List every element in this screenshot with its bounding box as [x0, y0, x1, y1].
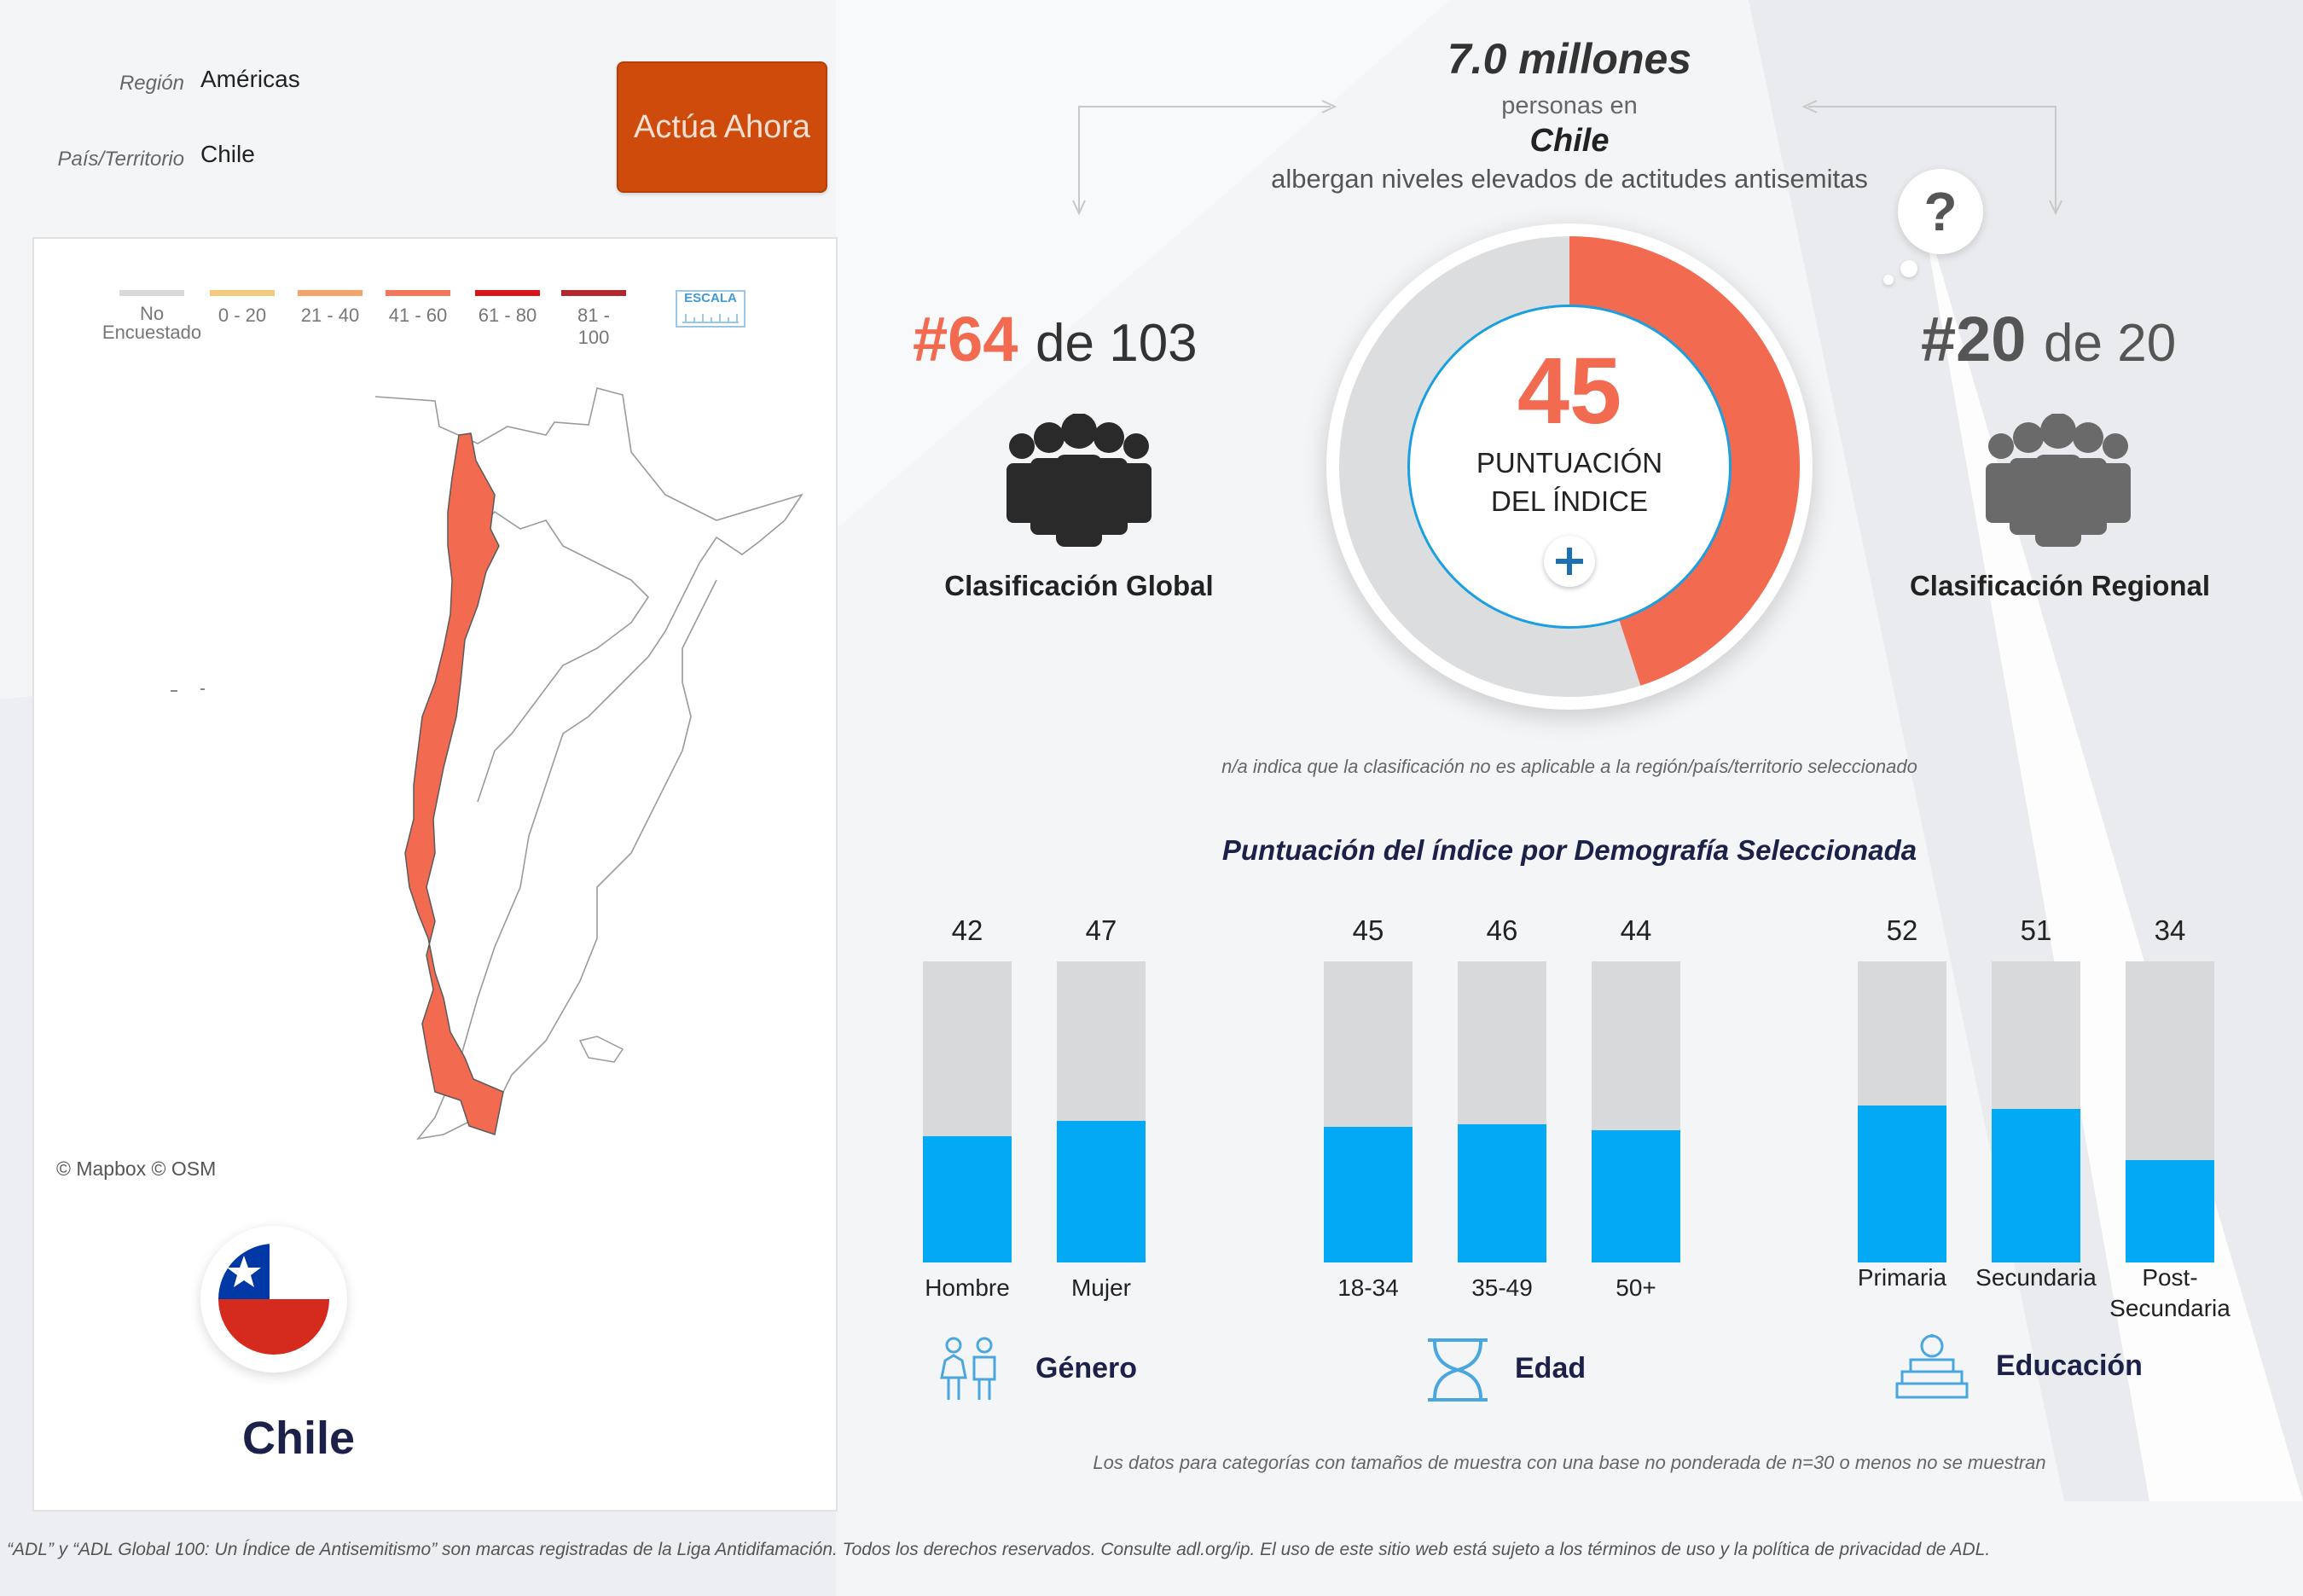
legend-swatch: [386, 290, 450, 296]
bar-fill: [1458, 1123, 1546, 1262]
global-rank-total: de 103: [1035, 314, 1198, 373]
bar-fill: [1592, 1129, 1680, 1262]
bar-category-label: 50+: [1616, 1274, 1656, 1301]
legend-item: 41 - 60: [384, 290, 452, 327]
legend-swatch: [475, 290, 540, 296]
bar-category-label: Post- Secundaria: [2109, 1264, 2230, 1321]
legend-item: 61 - 80: [473, 290, 542, 327]
scale-icon[interactable]: ESCALA: [676, 290, 745, 328]
regional-rank: #20 de 20: [1921, 303, 2176, 375]
global-rank-label: Clasificación Global: [944, 570, 1214, 601]
bar-value: 47: [1085, 914, 1117, 946]
bar-track[interactable]: [923, 961, 1012, 1262]
index-score: 45: [1517, 339, 1622, 444]
map-copyright[interactable]: © Mapbox © OSM: [56, 1158, 217, 1180]
legend-swatch: [210, 290, 275, 296]
bar-category-label: Mujer: [1070, 1274, 1131, 1301]
legend-item: 81 - 100: [560, 290, 628, 349]
bar-category-label: 35-49: [1471, 1274, 1533, 1301]
chart-title: Puntuación del índice por Demografía Sel…: [1221, 834, 1917, 866]
region-label: Región: [119, 72, 184, 95]
bar-fill: [1057, 1121, 1146, 1262]
bubble-dot-small: [1883, 275, 1894, 285]
regional-rank-label: Clasificación Regional: [1909, 570, 2211, 601]
index-label-line2: DEL ÍNDICE: [1491, 485, 1648, 517]
regional-rank-total: de 20: [2044, 314, 2177, 373]
bar-track[interactable]: [1057, 961, 1146, 1262]
affected-population: 7.0 millones: [1447, 35, 1692, 83]
country-name: Chile: [241, 1413, 356, 1464]
legend-swatch: [119, 290, 184, 296]
gauge-ring: [1339, 236, 1800, 697]
expand-plus-button[interactable]: [1544, 536, 1595, 587]
bar-track[interactable]: [1458, 961, 1546, 1262]
bar-fill: [1992, 1108, 2080, 1262]
bubble-dot-large: [1900, 260, 1917, 277]
people-group-icon-regional: [1986, 414, 2131, 547]
gender-icon: [940, 1337, 996, 1400]
legend-swatch: [561, 290, 626, 296]
bar-value: 34: [2154, 914, 2186, 946]
question-bubble[interactable]: ?: [1898, 169, 1983, 254]
group-label-education: Educación: [1996, 1349, 2143, 1382]
summary-country: Chile: [1529, 123, 1610, 159]
legend-label: 61 - 80: [478, 305, 537, 326]
bar-value: 44: [1620, 914, 1652, 946]
legend-item: No Encuestado: [101, 290, 203, 342]
legend-label: 21 - 40: [300, 305, 360, 326]
region-value[interactable]: Américas: [200, 66, 300, 92]
group-label-gender: Género: [1035, 1352, 1138, 1384]
country-label: País/Territorio: [57, 148, 185, 171]
act-now-button[interactable]: Actúa Ahora: [617, 61, 827, 193]
index-label-line1: PUNTUACIÓN: [1476, 447, 1663, 479]
group-label-age: Edad: [1515, 1352, 1587, 1384]
summary-arrows: [1072, 100, 2062, 216]
footer-legal: “ADL” y “ADL Global 100: Un Índice de An…: [7, 1540, 1991, 1559]
legend-swatch: [298, 290, 363, 296]
bar-fill: [923, 1135, 1012, 1262]
bar-value: 46: [1486, 914, 1518, 946]
global-rank: #64 de 103: [913, 303, 1198, 375]
regional-rank-number: #20: [1921, 304, 2027, 374]
country-map[interactable]: [34, 239, 836, 1177]
legend-label: 81 - 100: [577, 305, 610, 348]
personas-text: personas en: [1501, 92, 1638, 119]
legend-label: No Encuestado: [102, 303, 202, 343]
bar-fill: [2126, 1159, 2214, 1262]
bar-category-label: Primaria: [1857, 1264, 1947, 1291]
bar-value: 51: [2020, 914, 2052, 946]
legend-item: 0 - 20: [208, 290, 276, 327]
gauge-arc: [1569, 236, 1800, 686]
bar-track[interactable]: [1858, 961, 1946, 1262]
bar-track[interactable]: [1324, 961, 1413, 1262]
index-score-label: PUNTUACIÓN DEL ÍNDICE: [1407, 444, 1732, 520]
bar-value: 52: [1886, 914, 1918, 946]
education-icon: [1895, 1334, 1969, 1399]
bar-value: 45: [1352, 914, 1384, 946]
na-note: n/a indica que la clasificación no es ap…: [1221, 756, 1917, 777]
bar-track[interactable]: [2126, 961, 2214, 1262]
country-value[interactable]: Chile: [200, 141, 255, 167]
bar-fill: [1858, 1106, 1946, 1262]
bar-category-label: Hombre: [925, 1274, 1010, 1301]
bar-track[interactable]: [1592, 961, 1680, 1262]
bar-fill: [1324, 1127, 1413, 1262]
bar-category-label: 18-34: [1337, 1274, 1399, 1301]
bar-category-label: Secundaria: [1975, 1264, 2097, 1291]
summary-description: albergan niveles elevados de actitudes a…: [1271, 164, 1868, 194]
bar-track[interactable]: [1992, 961, 2080, 1262]
country-flag: [200, 1226, 347, 1373]
legend-item: 21 - 40: [296, 290, 364, 327]
scale-label: ESCALA: [684, 291, 737, 305]
sample-note: Los datos para categorías con tamaños de…: [1093, 1452, 2046, 1473]
people-group-icon: [1006, 414, 1152, 547]
map-panel[interactable]: No Encuestado 0 - 20 21 - 40 41 - 60 61 - 80…: [32, 237, 838, 1512]
plus-icon: [1556, 548, 1583, 575]
hourglass-icon: [1428, 1338, 1488, 1402]
legend-label: 41 - 60: [388, 305, 448, 326]
global-rank-number: #64: [913, 304, 1018, 374]
bar-value: 42: [951, 914, 983, 946]
legend-label: 0 - 20: [218, 305, 267, 326]
chile-flag-icon: [218, 1244, 329, 1355]
